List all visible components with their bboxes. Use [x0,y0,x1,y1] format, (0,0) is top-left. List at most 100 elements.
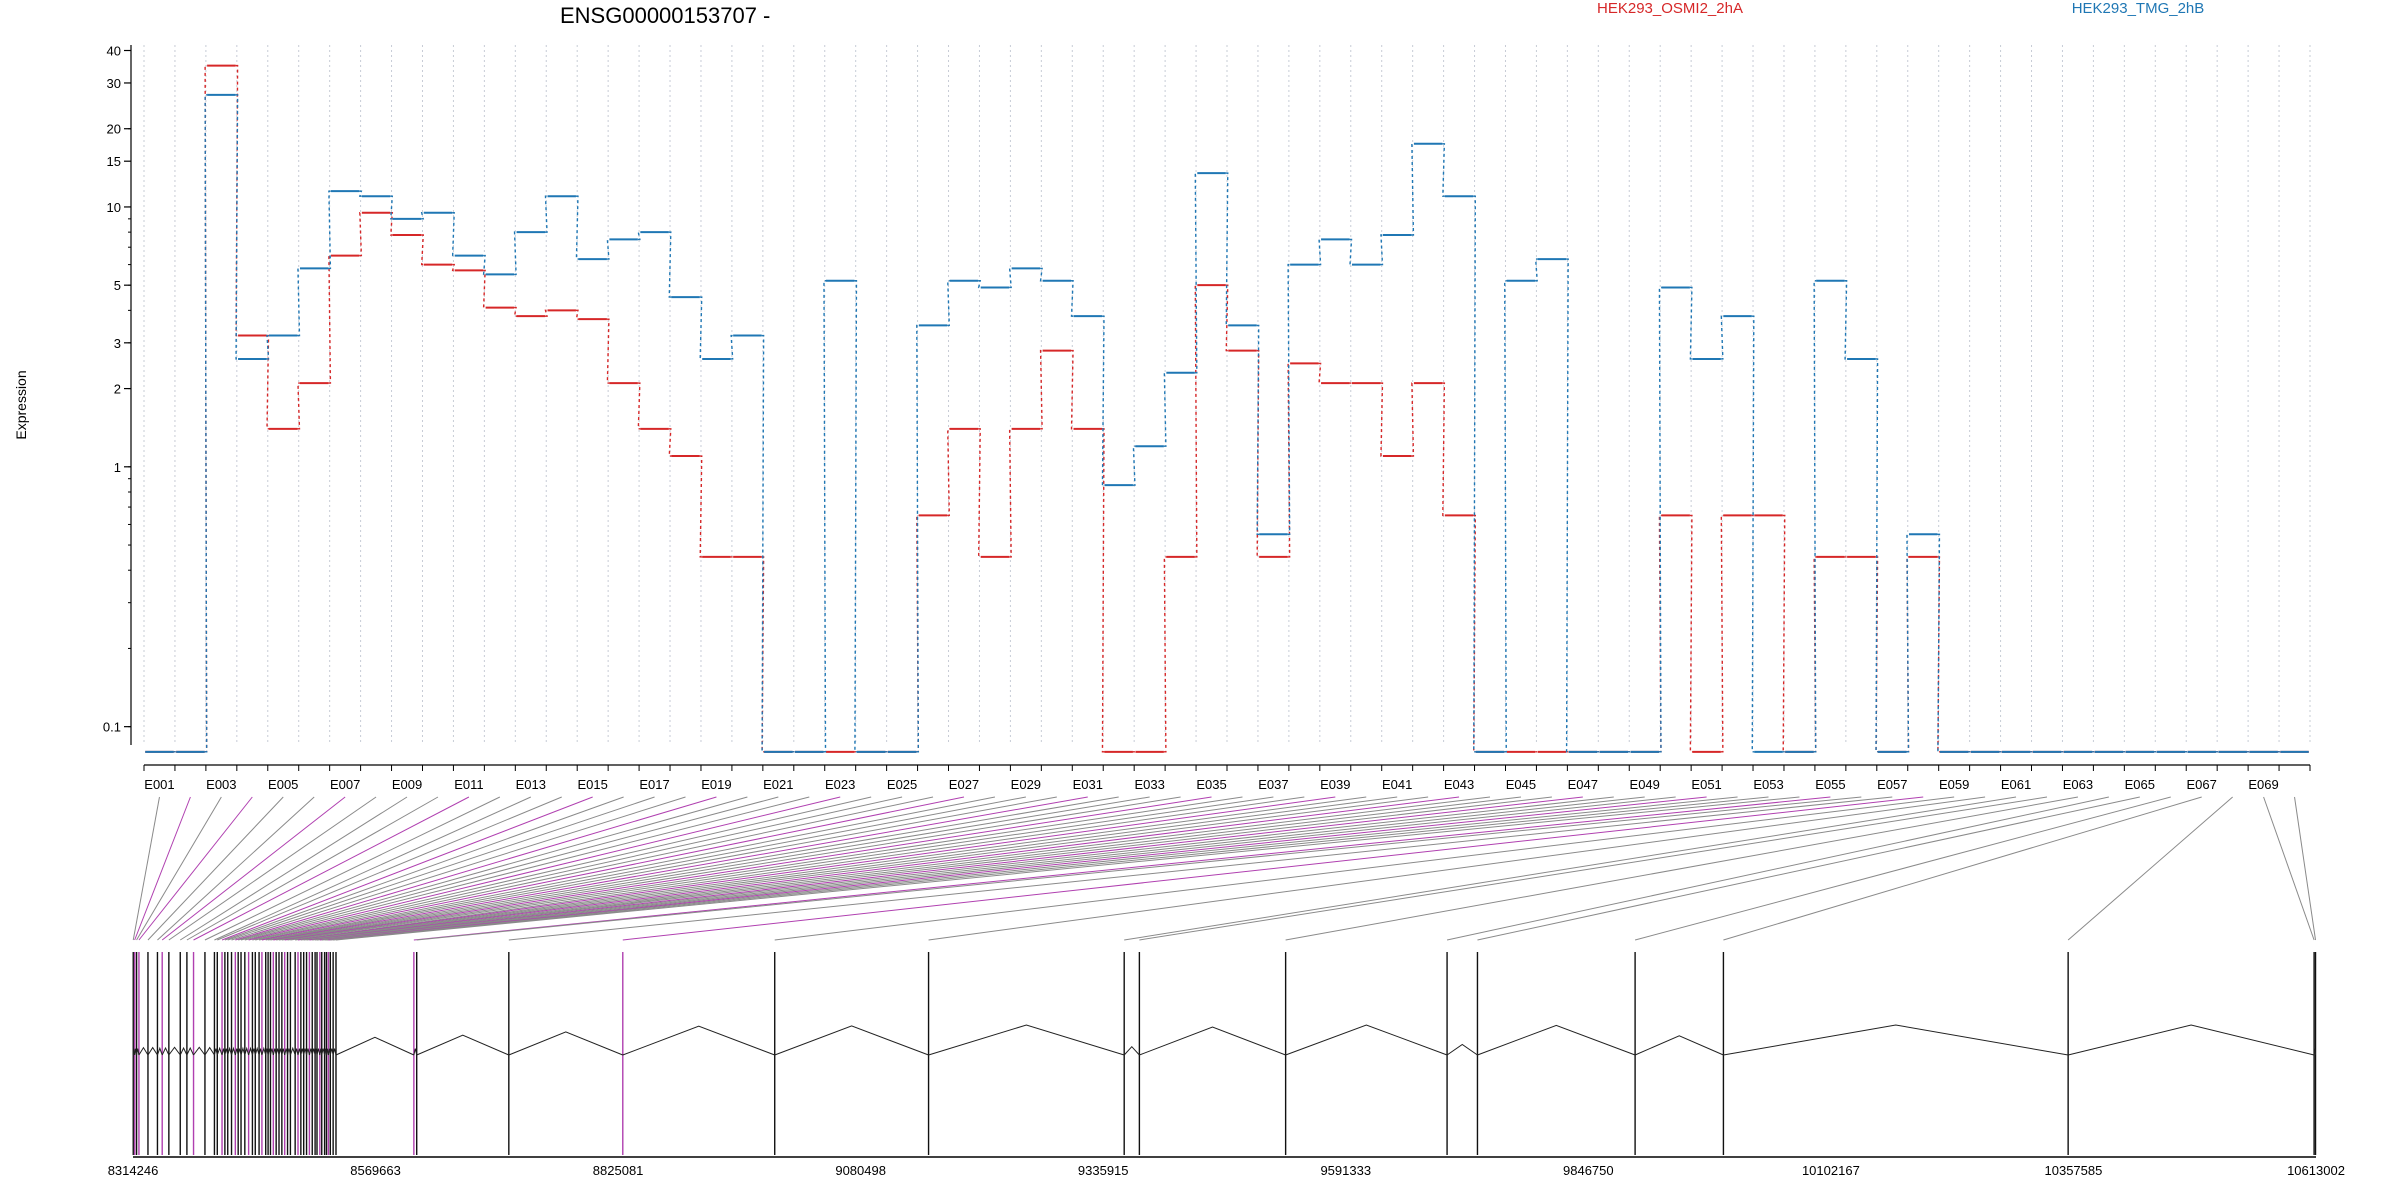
exon-connector [161,796,346,941]
exon-transition [390,195,394,220]
exon-connector [333,796,1769,941]
intron-line [216,1046,223,1056]
intron-line [1723,1024,2069,1056]
exon-connector [1634,796,2171,941]
exon-transition [1008,267,1012,289]
intron-line [329,1048,334,1056]
y-tick-label: 40 [107,44,121,59]
exon-transition [1442,143,1446,197]
exon-connector [287,796,1243,941]
exon-transition [1287,362,1291,558]
intron-line [179,1046,188,1056]
exon-transition [544,195,548,233]
intron-line [324,1048,327,1056]
exon-transition [1782,514,1786,753]
intron-line [2068,1024,2315,1056]
exon-connector [179,796,408,941]
exon-connector [295,796,1305,941]
genomic-coordinate-label: 9080498 [835,1163,886,1178]
exon-transition [235,64,239,337]
exon-connector [147,796,284,941]
intron-line [303,1048,308,1056]
genomic-coordinate-label: 9591333 [1320,1163,1371,1178]
x-tick-label: E041 [1382,777,1412,792]
intron-line [136,1048,140,1056]
exon-connector [270,796,1057,941]
exon-transition [1070,349,1074,430]
intron-line [316,1048,321,1056]
x-tick-label: E003 [206,777,236,792]
intron-line [258,1048,263,1056]
intron-line [134,1048,138,1056]
exon-transition [359,212,363,257]
exon-transition [1256,324,1260,535]
x-tick-label: E035 [1196,777,1226,792]
exon-transition [204,94,208,753]
x-tick-label: E053 [1753,777,1783,792]
intron-line [774,1025,929,1056]
exon-connector [2263,796,2315,941]
exon-connector [278,796,1150,941]
exon-connector [244,796,810,941]
genomic-coordinate-label: 9335915 [1078,1163,1129,1178]
intron-line [1477,1024,1636,1056]
genomic-coordinate-label: 10613002 [2287,1163,2345,1178]
exon-connector [252,796,872,941]
exon-connector [312,796,1491,941]
exon-transition [1504,280,1507,753]
exon-transition [1380,234,1384,266]
chart-title: ENSG00000153707 - [560,3,770,28]
exon-connector [297,796,1336,941]
exon-connector [326,796,1676,941]
exon-transition [575,309,579,320]
exon-transition [544,309,548,317]
exon-transition [482,254,486,276]
exon-transition [668,428,672,457]
intron-line [275,1048,280,1056]
legend: HEK293_OSMI2_2hA HEK293_TMG_2hB [1597,0,2204,17]
exon-connector [221,796,593,941]
exon-transition [1534,258,1538,282]
exon-transition [1194,172,1198,374]
exon-transition [420,234,424,266]
exon-connector [622,796,1924,941]
x-tick-label: E039 [1320,777,1350,792]
exon-transition [606,318,610,384]
intron-line [251,1048,256,1056]
intron-line [132,1048,136,1056]
intron-line [161,1046,170,1056]
exon-connector [258,796,934,941]
exon-transition [699,296,703,360]
exon-connector [330,796,1738,941]
intron-line [227,1046,233,1056]
intron-line [213,1048,218,1056]
exon-transition [235,94,239,360]
exon-transition [1349,238,1353,266]
exon-transition [1473,195,1477,753]
x-tick-label: E019 [701,777,731,792]
y-tick-label: 2 [114,382,121,397]
intron-line [267,1048,271,1056]
exon-transition [1937,556,1941,753]
exon-connector [306,796,1429,941]
intron-line [311,1048,316,1056]
intron-line [416,1034,510,1056]
exon-transition [1875,358,1879,753]
x-tick-label: E011 [454,777,483,792]
intron-line [168,1046,181,1056]
exon-connector [235,796,717,941]
exon-connector [265,796,996,941]
x-tick-label: E031 [1073,777,1103,792]
x-tick-label: E015 [577,777,607,792]
intron-line [224,1048,229,1056]
exon-connector [1124,796,2017,941]
intron-line [147,1046,158,1056]
intron-line [327,1048,331,1056]
exon-transition [1411,382,1415,457]
exon-connector [134,796,191,941]
genomic-coordinate-label: 8825081 [593,1163,644,1178]
genomic-coordinate-label: 9846750 [1563,1163,1614,1178]
x-tick-label: E061 [2001,777,2031,792]
exon-connector [316,796,1552,941]
exon-transition [482,269,486,309]
